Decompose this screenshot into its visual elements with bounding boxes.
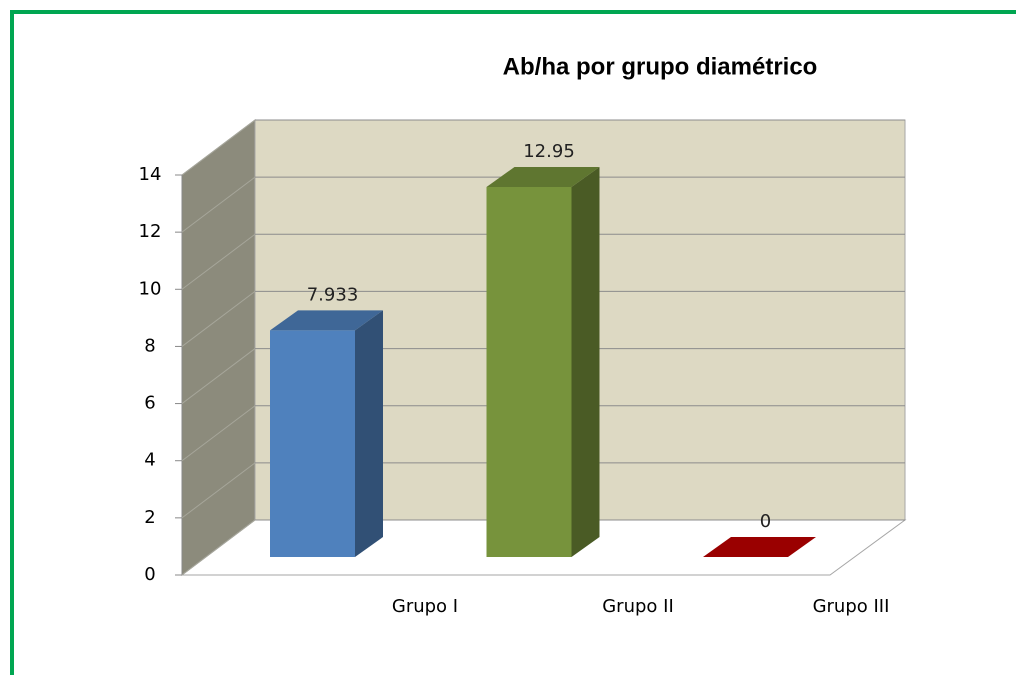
x-tick-label: Grupo III [813, 596, 890, 617]
bar-front [486, 187, 572, 557]
bar [270, 310, 383, 557]
frame-top [10, 10, 1016, 14]
x-tick-label: Grupo II [602, 596, 674, 617]
y-tick-label: 2 [144, 507, 155, 528]
bar-side [571, 167, 600, 557]
y-tick-label: 0 [144, 564, 155, 585]
side-grid-line [181, 176, 256, 233]
side-grid-line [181, 119, 256, 176]
bar-front [270, 330, 355, 557]
bar-top [703, 537, 816, 557]
x-tick-label: Grupo I [392, 596, 458, 617]
bar-top [270, 310, 383, 331]
side-grid-line [181, 462, 256, 519]
side-grid-line [181, 348, 256, 404]
data-label: 12.95 [523, 141, 575, 162]
y-tick-label: 6 [144, 393, 155, 414]
side-grid-line [181, 291, 256, 347]
data-label: 7.933 [307, 284, 359, 305]
side-wall [181, 118, 256, 577]
y-tick-label: 10 [139, 278, 162, 299]
data-label: 0 [760, 511, 771, 532]
bar-top [486, 167, 600, 187]
bar-side [355, 310, 383, 557]
y-tick-label: 12 [139, 221, 162, 242]
side-grid-line [181, 405, 256, 462]
frame-left [10, 10, 14, 675]
y-tick-label: 14 [139, 164, 162, 185]
side-grid-line [181, 233, 256, 290]
side-grid-line [181, 519, 256, 576]
y-tick-label: 8 [144, 335, 155, 356]
y-tick-label: 4 [144, 450, 155, 471]
bar [486, 167, 600, 557]
bar [703, 537, 816, 557]
chart-title: Ab/ha por grupo diamétrico [503, 53, 818, 80]
